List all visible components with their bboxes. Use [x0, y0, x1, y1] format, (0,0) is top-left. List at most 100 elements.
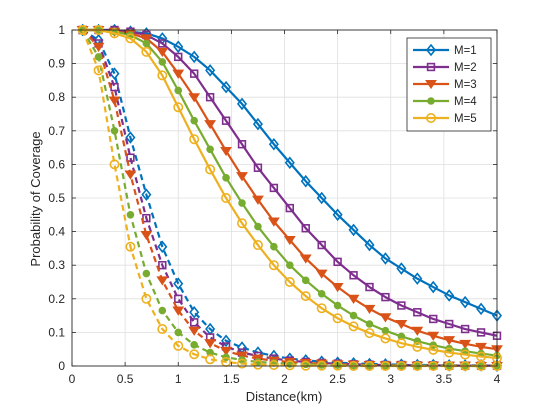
series-2-solid-point	[221, 116, 231, 125]
series-5-solid-point	[316, 303, 327, 314]
x-tick-label: 3	[387, 372, 394, 386]
series-1-solid-point	[476, 302, 487, 316]
series-4-solid-point	[365, 320, 374, 328]
x-tick-label: 0.5	[117, 372, 134, 386]
series-3-solid-point	[188, 93, 201, 103]
series-4-dashed-point	[110, 127, 119, 135]
series-5-dashed-point	[141, 293, 152, 304]
series-5-solid-point	[364, 328, 375, 339]
series-5-solid-point	[348, 321, 359, 332]
x-tick-label: 3.5	[436, 372, 453, 386]
series-3-solid-point	[459, 339, 472, 349]
legend-label: M=5	[454, 113, 477, 125]
series-5-solid-point	[109, 28, 120, 39]
series-3-dashed-point	[92, 42, 105, 52]
series-3-solid-point	[347, 294, 360, 304]
series-2-solid-point	[333, 257, 342, 267]
series-5-solid-point	[125, 33, 136, 44]
series-3-solid-point	[252, 195, 264, 205]
series-3-dashed-point	[108, 96, 121, 106]
series-1-solid-point	[460, 295, 471, 309]
legend: M=1 M=2 M=3 M=4 M=5	[406, 37, 492, 132]
x-tick-label: 1.5	[223, 372, 240, 386]
series-5-solid-point	[221, 193, 232, 204]
series-4-solid-point	[222, 174, 230, 182]
series-3-solid-point	[395, 320, 408, 330]
series-5-solid-line	[82, 28, 498, 360]
series-1-solid-point	[236, 97, 248, 111]
series-4-dashed-point	[126, 211, 135, 219]
series-4-solid-point	[174, 86, 183, 95]
series-2-solid-point	[429, 314, 438, 324]
y-tick-label: 0.7	[48, 124, 65, 138]
series-2-solid-line	[82, 28, 498, 337]
series-5-dashed-point	[109, 159, 120, 170]
x-tick-label: 1	[175, 372, 182, 386]
y-tick-label: 0.2	[48, 292, 65, 306]
legend-marker	[425, 43, 437, 57]
legend-label: M=4	[454, 96, 477, 108]
series-1-solid-point	[348, 223, 359, 237]
series-2-solid-point	[301, 224, 310, 233]
series-3-solid-point	[475, 342, 487, 353]
legend-item-2: M=2	[413, 62, 477, 74]
series-3-solid-point	[267, 217, 280, 227]
series-5-solid-point	[237, 218, 248, 229]
series-2-solid-point	[413, 308, 422, 317]
series-2-solid-point	[365, 282, 374, 292]
y-tick-label: 0.4	[48, 225, 65, 239]
legend-item-5: M=5	[413, 113, 477, 125]
series-1-solid-point	[189, 50, 200, 64]
legend-label: M=2	[454, 62, 477, 74]
series-2-solid-point	[285, 203, 295, 213]
series-3-solid-point	[315, 269, 328, 279]
y-tick-label: 0.3	[48, 258, 65, 272]
series-4-dashed-point	[142, 269, 151, 278]
series-2-solid-point	[189, 69, 199, 78]
series-2-dashed-point	[126, 153, 135, 162]
series-5-dashed-point	[173, 340, 184, 351]
series-4-dashed-point	[158, 306, 167, 315]
series-1-solid-point	[332, 208, 343, 222]
series-5-dashed-point	[268, 359, 279, 370]
series-1-dashed-point	[109, 67, 120, 80]
series-5-solid-point	[284, 276, 295, 287]
series-2-solid-point	[253, 163, 263, 172]
series-5-solid-point	[476, 351, 487, 362]
series-1-dashed-point	[125, 131, 136, 144]
series-2-dashed-point	[189, 318, 199, 327]
series-1-solid-point	[284, 156, 295, 170]
series-3-dashed-line	[81, 29, 497, 368]
series-3-solid-point	[363, 304, 376, 315]
series-3-solid-point	[172, 69, 185, 79]
series-5-solid-point	[252, 240, 263, 251]
series-4-dashed-point	[174, 328, 183, 337]
series-5-solid-point	[141, 46, 152, 57]
series-4-solid-point	[270, 242, 278, 251]
legend-item-4: M=4	[413, 96, 477, 108]
series-2-solid-point	[397, 301, 406, 310]
y-tick-label: 0.8	[48, 90, 65, 104]
series-4-solid-point	[206, 145, 214, 154]
series-5-dashed-point	[189, 349, 200, 360]
legend-marker	[425, 113, 436, 124]
series-2-solid-point	[237, 140, 247, 149]
y-tick-label: 0.9	[48, 57, 65, 71]
series-1-solid-point	[221, 80, 232, 94]
series-5-dashed-point	[284, 360, 295, 371]
series-3-solid-point	[236, 172, 248, 182]
series-4-solid-point	[381, 326, 390, 335]
series-4-solid-point	[317, 289, 326, 298]
legend-marker	[425, 80, 437, 90]
series-5-solid-point	[412, 341, 423, 352]
series-3-solid-point	[299, 254, 312, 264]
legend-marker	[426, 62, 436, 72]
series-3-solid-point	[379, 313, 392, 323]
x-tick-label: 0	[69, 372, 76, 386]
series-3-dashed-point	[172, 306, 185, 316]
series-3-solid-point	[156, 47, 169, 58]
x-tick-label: 4	[494, 372, 501, 386]
series-4-solid-point	[349, 311, 358, 320]
series-5-solid-point	[444, 347, 455, 358]
